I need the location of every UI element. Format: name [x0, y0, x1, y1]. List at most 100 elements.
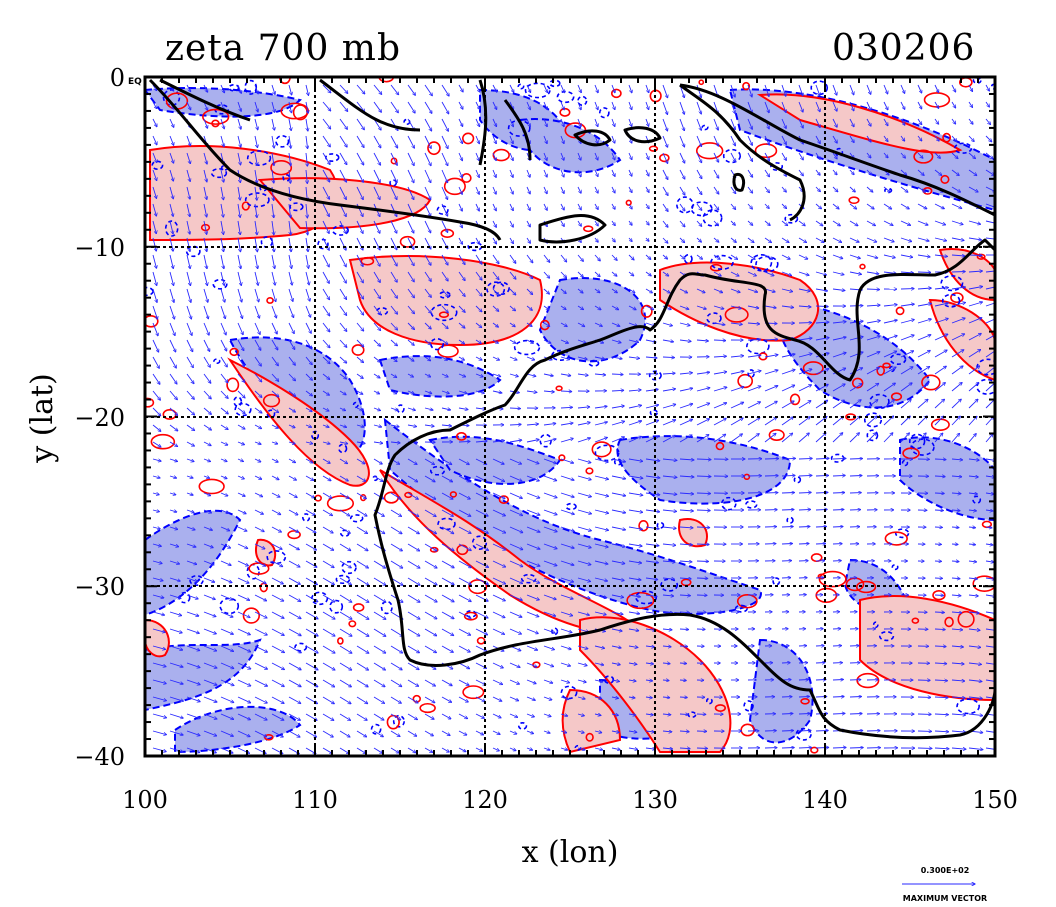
- negative-contour-blob: [210, 168, 228, 179]
- wind-vector: [764, 186, 769, 193]
- wind-vector: [407, 186, 414, 200]
- wind-vector: [254, 152, 257, 165]
- wind-vector: [458, 135, 463, 144]
- wind-vector: [152, 118, 157, 127]
- wind-vector: [458, 84, 463, 92]
- negative-contour-blob: [219, 597, 240, 615]
- wind-vector: [951, 169, 959, 176]
- wind-vector: [322, 169, 330, 182]
- wind-vector: [424, 169, 431, 183]
- wind-vector: [186, 101, 191, 110]
- wind-vector: [560, 169, 564, 177]
- wind-vector: [866, 118, 871, 126]
- wind-vector: [696, 748, 708, 749]
- wind-vector: [764, 84, 769, 97]
- plot-title: zeta 700 mb: [165, 28, 401, 69]
- negative-contour-blob: [244, 192, 270, 208]
- wind-vector: [220, 169, 224, 182]
- wind-vector: [373, 118, 381, 130]
- wind-vector: [339, 84, 348, 93]
- positive-contour-blob: [957, 610, 975, 628]
- wind-vector: [917, 135, 922, 141]
- negative-contour-blob: [745, 500, 758, 509]
- wind-vector: [203, 84, 208, 92]
- wind-vector: [543, 135, 547, 144]
- wind-vector: [186, 169, 190, 182]
- positive-contour-blob: [242, 607, 260, 624]
- negative-contour-blob: [941, 293, 961, 308]
- wind-vector: [832, 475, 845, 476]
- wind-vector: [560, 135, 564, 144]
- wind-vector: [594, 186, 598, 193]
- positive-contour-blob: [659, 153, 670, 163]
- wind-vector: [509, 84, 514, 92]
- negative-contour-blob: [565, 502, 577, 511]
- wind-vector: [526, 118, 530, 127]
- wind-vector: [798, 84, 803, 96]
- wind-vector: [390, 135, 398, 148]
- positive-contour-blob: [754, 143, 778, 159]
- wind-vector: [152, 169, 157, 181]
- wind-vector: [934, 612, 944, 613]
- negative-contour-blob: [212, 278, 228, 290]
- wind-vector: [339, 118, 347, 129]
- wind-vector: [458, 169, 462, 178]
- negative-contour-blob: [793, 476, 802, 484]
- negative-contour-blob: [878, 631, 895, 642]
- negative-contour-blob: [953, 142, 973, 154]
- wind-vector: [934, 169, 942, 175]
- wind-vector: [866, 135, 871, 142]
- wind-vector: [968, 101, 973, 107]
- wind-vector: [339, 101, 348, 111]
- wind-vector: [339, 186, 346, 200]
- wind-vector: [798, 458, 812, 459]
- negative-contour-blob: [710, 254, 734, 271]
- negative-contour-blob: [702, 209, 723, 227]
- negative-contour-blob: [189, 574, 204, 587]
- wind-vector: [594, 169, 598, 177]
- wind-vector: [373, 152, 381, 165]
- negative-contour-blob: [332, 225, 349, 236]
- wind-vector: [747, 186, 753, 193]
- wind-vector: [798, 509, 811, 510]
- wind-vector: [373, 101, 381, 112]
- positive-contour-blob: [911, 617, 920, 624]
- wind-vector: [169, 203, 173, 216]
- wind-vector: [679, 697, 687, 698]
- negative-contour-blob: [577, 95, 588, 107]
- wind-vector: [832, 697, 844, 698]
- negative-contour-blob: [275, 135, 290, 148]
- wind-vector: [934, 646, 946, 647]
- y-tick-label: −10: [74, 234, 125, 262]
- wind-vector: [951, 272, 965, 273]
- wind-vector: [594, 152, 598, 160]
- negative-contour-blob: [549, 79, 561, 88]
- wind-vector: [560, 101, 564, 110]
- positive-contour-blob: [226, 377, 240, 393]
- wind-vector: [883, 101, 888, 110]
- wind-vector: [985, 84, 989, 91]
- wind-vector: [186, 220, 190, 234]
- positive-contour-blob: [352, 603, 365, 612]
- wind-vector: [815, 118, 820, 128]
- wind-vector: [577, 118, 581, 127]
- positive-contour-blob: [463, 611, 478, 621]
- wind-vector: [781, 731, 794, 732]
- wind-vector: [373, 186, 380, 200]
- wind-vector: [815, 527, 827, 528]
- wind-vector: [781, 84, 786, 96]
- wind-vector: [169, 152, 174, 163]
- x-tick-label: 120: [462, 786, 508, 814]
- positive-contour-blob: [802, 361, 824, 376]
- wind-vector: [798, 680, 809, 681]
- wind-vector: [781, 101, 786, 113]
- wind-vector: [985, 169, 994, 175]
- negative-contour-blob: [338, 443, 348, 454]
- wind-vector: [356, 169, 363, 182]
- wind-vector: [832, 135, 837, 143]
- wind-vector: [849, 84, 854, 95]
- negative-contour-blob: [613, 458, 623, 466]
- wind-vector: [390, 101, 398, 113]
- wind-vector: [730, 118, 735, 130]
- wind-vector: [526, 169, 530, 177]
